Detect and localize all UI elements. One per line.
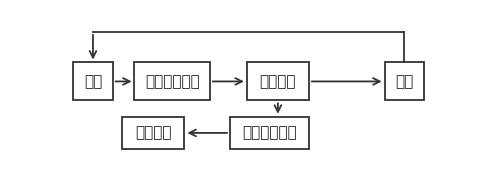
Text: 物料: 物料 (84, 74, 102, 89)
Bar (134, 62, 210, 100)
Bar (73, 62, 113, 100)
Text: 显示装置: 显示装置 (135, 125, 171, 140)
Text: 数据存储单元: 数据存储单元 (242, 125, 297, 140)
Bar (230, 117, 309, 149)
Text: 控制单元: 控制单元 (260, 74, 296, 89)
Text: 物料识别单元: 物料识别单元 (145, 74, 200, 89)
Bar (385, 62, 424, 100)
Text: 料仓: 料仓 (395, 74, 413, 89)
Bar (247, 62, 309, 100)
Bar (122, 117, 185, 149)
